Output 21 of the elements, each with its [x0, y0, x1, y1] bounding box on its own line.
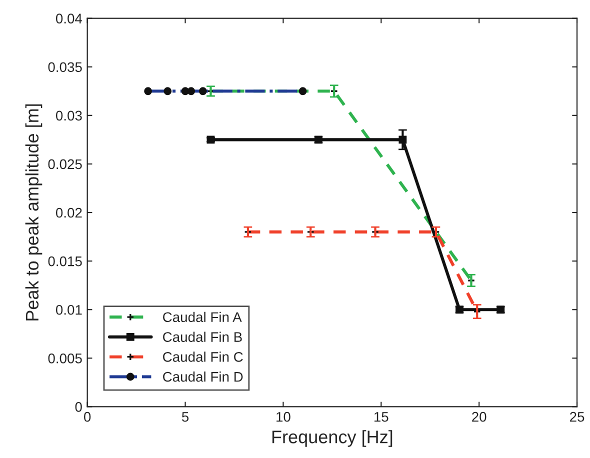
x-tick-label: 5 [182, 412, 189, 422]
legend-label: Caudal Fin D [163, 372, 243, 382]
y-tick-label: 0.015 [48, 256, 82, 266]
y-tick-label: 0.02 [56, 208, 82, 218]
y-axis-title: Peak to peak amplitude [m] [25, 104, 42, 320]
y-tick-label: 0.04 [56, 14, 82, 24]
legend-label: Caudal Fin C [163, 352, 243, 362]
x-tick-label: 25 [570, 412, 584, 422]
legend-label: Caudal Fin A [163, 312, 242, 322]
x-tick-label: 15 [374, 412, 388, 422]
x-tick-label: 0 [84, 412, 91, 422]
x-tick-label: 10 [276, 412, 290, 422]
y-tick-label: 0.005 [48, 353, 82, 364]
y-tick-label: 0 [75, 402, 82, 412]
y-tick-label: 0.025 [48, 159, 82, 170]
x-tick-label: 20 [472, 412, 486, 422]
legend-label: Caudal Fin B [163, 332, 242, 342]
x-axis-title: Frequency [Hz] [272, 430, 392, 447]
y-tick-label: 0.035 [48, 62, 82, 72]
y-tick-label: 0.01 [56, 304, 82, 315]
y-tick-label: 0.03 [56, 110, 82, 121]
